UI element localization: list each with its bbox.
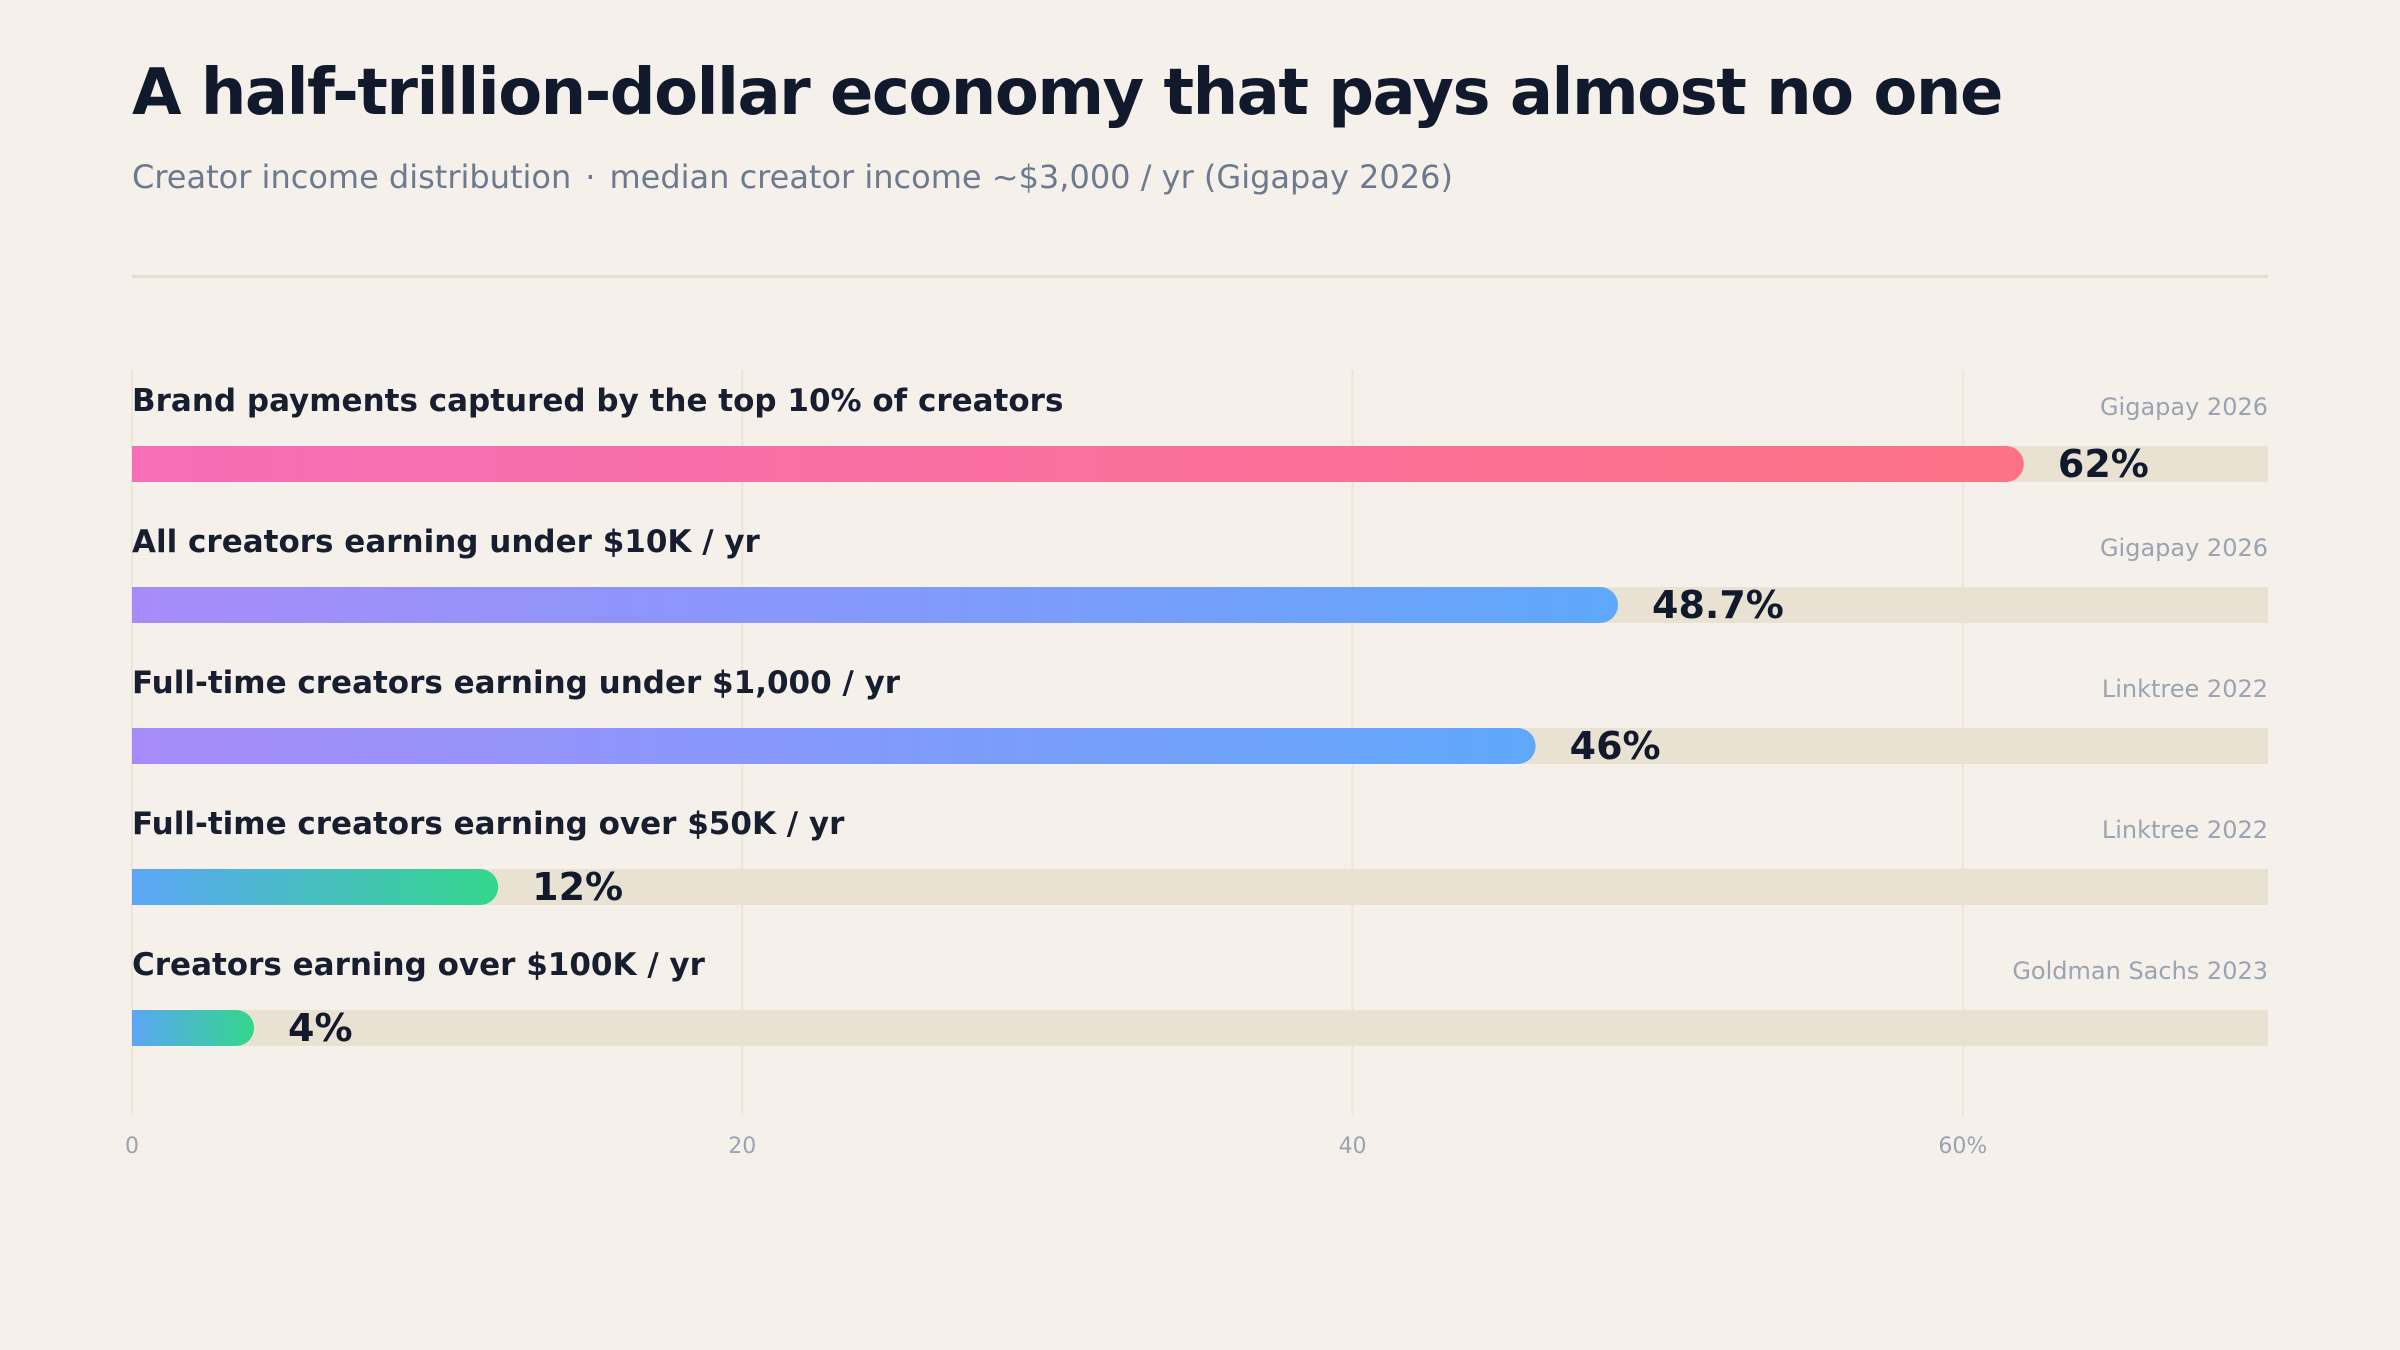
bar: [132, 869, 499, 905]
bar-value-label: 4%: [288, 1006, 353, 1050]
bar-source-label: Gigapay 2026: [2100, 534, 2268, 562]
bar-category-label: Full-time creators earning over $50K / y…: [132, 806, 845, 842]
bar-source-label: Gigapay 2026: [2100, 393, 2268, 421]
bar-category-label: Creators earning over $100K / yr: [132, 947, 706, 983]
x-tick-label: 40: [1339, 1134, 1367, 1159]
bar-value-label: 12%: [532, 865, 623, 909]
bar-category-label: Full-time creators earning under $1,000 …: [132, 665, 901, 701]
header-divider: [132, 275, 2268, 278]
bar: [132, 446, 2024, 482]
bar-source-label: Goldman Sachs 2023: [2012, 957, 2268, 985]
bar-source-label: Linktree 2022: [2102, 816, 2268, 844]
chart-subtitle: Creator income distribution · median creat…: [132, 158, 1453, 196]
subtitle-separator: ·: [585, 158, 596, 196]
chart-title: A half-trillion-dollar economy that pays…: [132, 56, 2003, 130]
bar: [132, 728, 1536, 764]
bar-track: [132, 1010, 2268, 1046]
subtitle-description: Creator income distribution: [132, 158, 572, 196]
x-tick-label: 60%: [1938, 1134, 1987, 1159]
bar-category-label: All creators earning under $10K / yr: [132, 524, 761, 560]
x-tick-label: 0: [125, 1134, 139, 1159]
bar-source-label: Linktree 2022: [2102, 675, 2268, 703]
bar: [132, 1010, 255, 1046]
bar-category-label: Brand payments captured by the top 10% o…: [132, 383, 1063, 419]
bar-value-label: 48.7%: [1652, 583, 1784, 627]
bar-value-label: 46%: [1570, 724, 1661, 768]
bar-value-label: 62%: [2058, 442, 2149, 486]
subtitle-median-note: median creator income ~$3,000 / yr (Giga…: [609, 158, 1453, 196]
x-tick-label: 20: [728, 1134, 756, 1159]
bar: [132, 587, 1619, 623]
